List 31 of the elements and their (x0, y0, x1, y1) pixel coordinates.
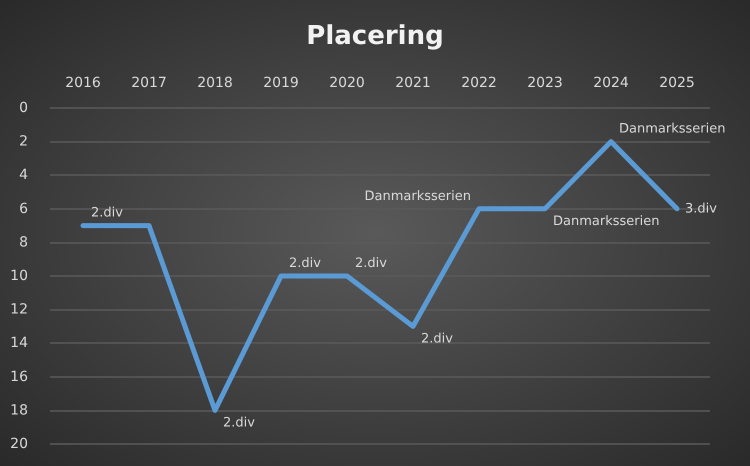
annotation: Danmarksserien (553, 214, 660, 229)
x-tick-label: 2021 (395, 75, 431, 91)
x-tick-label: 2020 (329, 75, 365, 91)
y-tick-label: 20 (10, 436, 28, 452)
annotation: 2.div (223, 415, 256, 430)
y-tick-label: 12 (10, 302, 28, 318)
annotation: 2.div (421, 331, 454, 346)
y-tick-label: 10 (10, 268, 28, 284)
annotation: Danmarksserien (619, 122, 726, 137)
y-tick-label: 4 (19, 167, 28, 184)
x-tick-label: 2018 (197, 75, 233, 91)
y-tick-label: 8 (19, 234, 28, 250)
annotation: 2.div (91, 206, 124, 221)
y-tick-label: 16 (10, 368, 28, 385)
y-tick-label: 6 (19, 200, 28, 217)
x-tick-label: 2022 (461, 75, 497, 91)
x-tick-label: 2016 (65, 75, 101, 91)
x-tick-label: 2025 (659, 75, 695, 91)
annotation: 2.div (355, 256, 388, 271)
y-tick-label: 14 (10, 335, 28, 352)
y-tick-label: 0 (19, 100, 28, 116)
x-tick-label: 2017 (131, 75, 167, 91)
y-tick-label: 2 (19, 134, 28, 150)
y-tick-label: 18 (10, 402, 28, 418)
annotation: Danmarksserien (364, 188, 471, 204)
x-tick-label: 2024 (593, 75, 629, 91)
x-tick-label: 2023 (527, 75, 563, 91)
annotation: 2.div (289, 256, 322, 271)
chart-title: Placering (306, 21, 444, 51)
x-tick-label: 2019 (263, 75, 299, 91)
annotation: 3.div (685, 201, 718, 216)
